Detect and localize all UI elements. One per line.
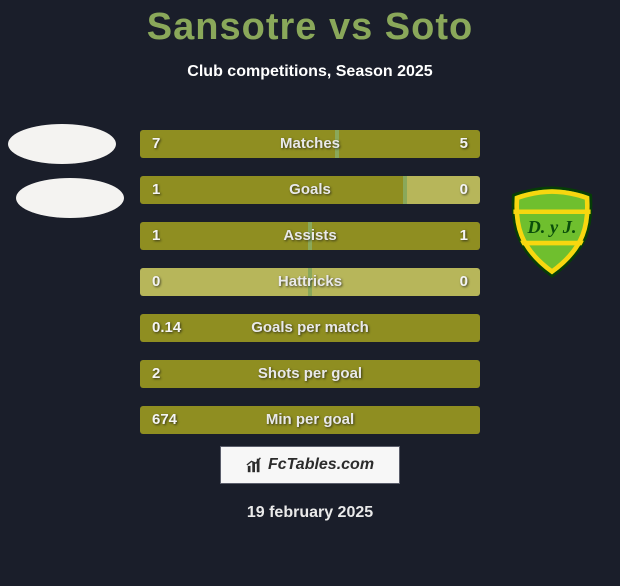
fctables-logo: FcTables.com xyxy=(220,446,400,484)
stat-row-goals: Goals1 0 xyxy=(140,176,480,204)
stat-value-left: 2 xyxy=(152,360,160,388)
stat-value-right: 0 xyxy=(460,176,468,204)
stat-label: Shots per goal xyxy=(140,360,480,388)
player-left-avatar-1 xyxy=(8,124,116,164)
stat-row-shots-per-goal: Shots per goal2 xyxy=(140,360,480,388)
stat-value-right: 0 xyxy=(460,268,468,296)
stat-row-goals-per-match: Goals per match0.14 xyxy=(140,314,480,342)
stat-label: Hattricks xyxy=(140,268,480,296)
footer-date: 19 february 2025 xyxy=(0,504,620,522)
club-badge-right: D. y J. xyxy=(506,186,598,278)
fctables-text: FcTables.com xyxy=(268,456,374,474)
stat-value-right: 5 xyxy=(460,130,468,158)
stat-label: Goals per match xyxy=(140,314,480,342)
stat-label: Assists xyxy=(140,222,480,250)
badge-text: D. y J. xyxy=(526,217,576,237)
stat-row-matches: Matches7 5 xyxy=(140,130,480,158)
stat-row-assists: Assists1 1 xyxy=(140,222,480,250)
player-left-avatar-2 xyxy=(16,178,124,218)
chart-icon xyxy=(246,456,264,474)
stat-label: Goals xyxy=(140,176,480,204)
stat-value-left: 674 xyxy=(152,406,177,434)
stat-row-hattricks: Hattricks0 0 xyxy=(140,268,480,296)
stat-value-right: 1 xyxy=(460,222,468,250)
stat-value-left: 0.14 xyxy=(152,314,181,342)
stat-row-min-per-goal: Min per goal674 xyxy=(140,406,480,434)
stat-value-left: 7 xyxy=(152,130,160,158)
stat-value-left: 1 xyxy=(152,222,160,250)
page-title: Sansotre vs Soto xyxy=(0,6,620,49)
stat-label: Min per goal xyxy=(140,406,480,434)
stat-value-left: 1 xyxy=(152,176,160,204)
subtitle: Club competitions, Season 2025 xyxy=(0,63,620,81)
stat-value-left: 0 xyxy=(152,268,160,296)
stat-label: Matches xyxy=(140,130,480,158)
stats-bars: Matches75Goals10Assists11Hattricks00Goal… xyxy=(140,130,480,452)
